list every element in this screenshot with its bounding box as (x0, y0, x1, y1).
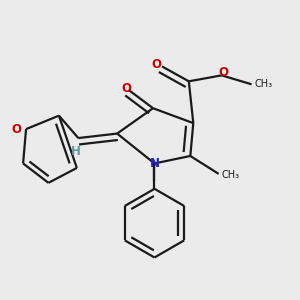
Text: O: O (121, 82, 131, 95)
Text: H: H (70, 145, 80, 158)
Text: O: O (12, 123, 22, 136)
Text: O: O (151, 58, 161, 71)
Text: CH₃: CH₃ (254, 79, 273, 89)
Text: O: O (218, 66, 228, 79)
Text: CH₃: CH₃ (222, 170, 240, 180)
Text: N: N (149, 157, 160, 170)
